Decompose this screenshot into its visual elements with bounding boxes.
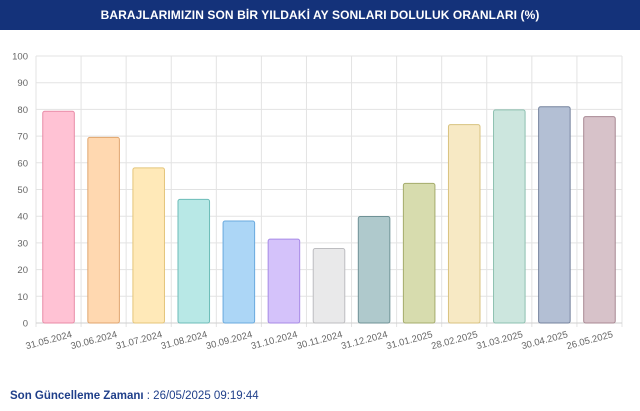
y-tick-label: 40 bbox=[17, 212, 28, 223]
x-tick-label: 28.02.2025 bbox=[430, 329, 479, 352]
bar bbox=[42, 110, 75, 324]
x-tick-label: 31.03.2025 bbox=[475, 329, 524, 352]
x-tick-label: 31.12.2024 bbox=[340, 329, 389, 352]
y-tick-label: 60 bbox=[17, 158, 28, 169]
bar bbox=[177, 198, 211, 324]
last-update-value: : 26/05/2025 09:19:44 bbox=[146, 390, 259, 402]
bar bbox=[357, 215, 391, 324]
y-tick-label: 10 bbox=[17, 292, 28, 303]
chart-area: 0 10 20 30 40 50 60 70 80 90 100 31.05.2024 30.06.20… bbox=[0, 40, 640, 370]
last-update: Son Güncelleme Zamanı : 26/05/2025 09:19… bbox=[10, 390, 259, 402]
x-tick-label: 31.01.2025 bbox=[385, 329, 434, 352]
bar bbox=[447, 124, 481, 324]
bar bbox=[87, 136, 120, 324]
bar bbox=[222, 220, 256, 324]
bar bbox=[132, 167, 165, 324]
x-tick-label: 31.08.2024 bbox=[160, 329, 209, 352]
bar bbox=[402, 182, 436, 324]
y-tick-label: 0 bbox=[23, 319, 28, 330]
x-tick-label: 30.11.2024 bbox=[296, 329, 344, 352]
x-tick-label: 30.06.2024 bbox=[70, 329, 119, 352]
last-update-label: Son Güncelleme Zamanı bbox=[10, 390, 144, 402]
bar bbox=[493, 109, 526, 324]
bar bbox=[267, 238, 301, 324]
y-tick-label: 20 bbox=[17, 265, 28, 276]
y-tick-label: 30 bbox=[17, 238, 28, 249]
chart-title: BARAJLARIMIZIN SON BİR YILDAKİ AY SONLAR… bbox=[100, 8, 540, 22]
bar-chart: 0 10 20 30 40 50 60 70 80 90 100 31.05.202430.06.20… bbox=[12, 52, 623, 352]
y-tick-label: 50 bbox=[17, 185, 28, 196]
bar bbox=[312, 248, 346, 324]
x-tick-label: 31.10.2024 bbox=[250, 329, 299, 352]
x-tick-label: 26.05.2025 bbox=[565, 329, 614, 352]
bar bbox=[538, 106, 571, 324]
y-tick-label: 100 bbox=[12, 52, 28, 63]
title-bar: BARAJLARIMIZIN SON BİR YILDAKİ AY SONLAR… bbox=[0, 0, 640, 30]
bar bbox=[583, 116, 616, 324]
x-tick-label: 31.07.2024 bbox=[115, 329, 164, 352]
y-tick-label: 80 bbox=[17, 105, 28, 116]
x-tick-label: 31.05.2024 bbox=[25, 329, 74, 352]
x-tick-label: 30.04.2025 bbox=[520, 329, 569, 352]
x-tick-label: 30.09.2024 bbox=[205, 329, 254, 352]
y-tick-label: 70 bbox=[17, 132, 28, 143]
y-tick-label: 90 bbox=[17, 78, 28, 89]
